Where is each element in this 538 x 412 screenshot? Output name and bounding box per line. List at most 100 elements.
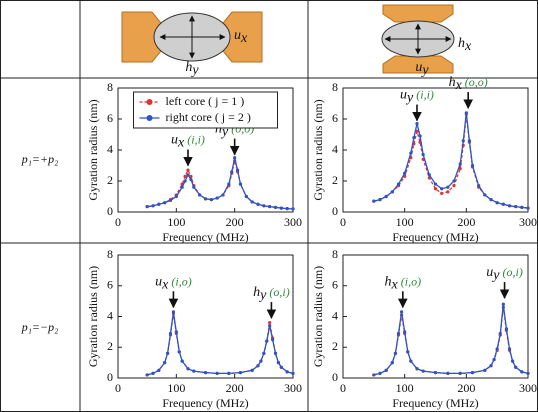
symbol: h [215,122,222,137]
data-point [163,201,167,205]
data-point [467,139,472,143]
data-point [268,324,272,328]
data-point [440,187,444,191]
x-tick-label: 100 [167,215,185,229]
subscript: y [491,268,500,283]
data-point [273,205,278,209]
symbol: u [171,133,178,148]
data-point [186,367,190,371]
data-point [262,351,266,355]
y-axis-title: Gyration radius (nm) [86,99,100,200]
plot-frame [342,87,529,213]
data-point [244,194,248,199]
data-point [415,367,419,371]
data-point [390,361,394,365]
data-point [526,206,530,210]
data-point [409,151,413,155]
data-point [433,371,438,375]
data-point [174,194,178,199]
legend-box [133,91,278,129]
x-tick-label: 300 [519,215,537,229]
data-point [433,182,438,186]
data-point [415,129,419,133]
mode-label: (o,o) [465,75,488,89]
data-point [452,179,456,183]
y-tick-label: 4 [107,308,113,322]
x-tick-label: 0 [340,381,346,395]
x-tick-label: 100 [396,215,414,229]
data-point [514,365,518,369]
subscript: y [405,91,414,106]
data-point [372,373,376,377]
data-point [440,191,444,195]
data-point [168,331,173,336]
y-tick-label: 0 [332,370,338,384]
data-point [291,371,295,375]
mode-label: (i,i) [187,132,205,146]
mode-label: (i,o) [401,274,421,288]
mode-label: (o,i) [269,285,289,299]
mode-label: (o,i) [503,265,523,279]
data-point [483,193,487,197]
data-point [427,173,431,177]
symbol: u [415,60,422,75]
data-point [384,194,388,199]
data-point [227,371,231,375]
data-point [418,134,422,138]
symbol-label: uy (i,i) [400,87,434,105]
data-point [446,371,450,375]
subscript: x [161,277,169,292]
y-tick-label: 4 [332,142,338,156]
data-point [235,168,240,172]
row-label: p₁=+p₂ [21,152,59,166]
x-tick-label: 0 [115,215,121,229]
symbol: u [155,274,162,289]
data-point [189,177,193,182]
data-point [458,162,462,166]
x-axis-title: Frequency (MHz) [392,396,478,410]
data-point [378,198,382,202]
plot-frame [117,254,294,379]
data-point [209,198,213,202]
x-tick-label: 300 [284,215,302,229]
data-point [492,357,496,362]
mode-label: (i,o) [171,274,191,288]
data-point [433,187,438,191]
data-point [464,111,468,115]
data-point [520,205,524,209]
y-axis-title: Gyration radius (nm) [311,266,325,367]
data-point [495,347,499,351]
y-tick-label: 4 [107,142,113,156]
data-point [215,196,219,200]
series-line [373,114,529,209]
x-tick-label: 0 [340,215,346,229]
data-point [183,174,187,178]
data-point [498,331,502,336]
data-point [514,204,518,209]
y-axis-title: Gyration radius (nm) [86,266,100,367]
subscript: y [258,288,267,303]
symbol-label: uy (o,i) [486,265,523,283]
data-point [250,368,254,372]
data-point [183,179,187,183]
data-point [470,371,475,375]
data-point [495,201,499,205]
data-point [526,371,530,375]
data-point [489,198,493,202]
data-point [192,185,196,189]
data-point [259,359,263,363]
series-line [373,304,529,376]
symbol: h [449,75,456,90]
x-tick-label: 200 [226,215,244,229]
symbol: u [234,28,241,43]
data-point [458,371,462,375]
data-point [520,370,524,374]
symbol-label: ux [234,28,248,46]
data-point [276,361,281,365]
data-point [186,173,190,177]
symbol-label: hy (o,i) [253,285,290,303]
legend-marker [146,99,153,105]
data-point [285,206,289,211]
data-point [421,153,425,157]
symbol-label: hx [458,36,472,54]
